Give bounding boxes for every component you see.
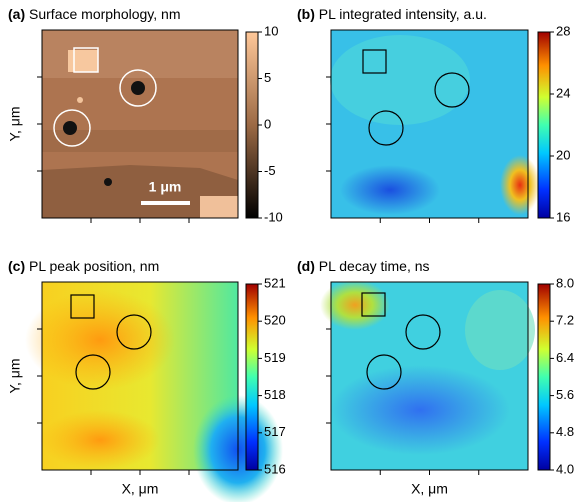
colorbar	[537, 31, 551, 219]
panel-label: (d)	[297, 258, 315, 274]
colorbar-tick-label: 520	[264, 313, 286, 328]
panel-title-text: PL peak position, nm	[29, 258, 159, 274]
colorbar-tick-label: 20	[556, 147, 570, 162]
colorbar	[245, 283, 259, 471]
panel-title-text: PL decay time, ns	[319, 258, 430, 274]
image-c	[25, 282, 283, 502]
panel-label: (c)	[8, 258, 25, 274]
colorbar	[245, 31, 259, 219]
panel-label: (a)	[8, 6, 25, 22]
image-b	[330, 30, 540, 218]
image-d	[320, 280, 535, 470]
colorbar-tick-label: 518	[264, 387, 286, 402]
colorbar-tick-label: 6.4	[556, 350, 574, 365]
colorbar-tick-label: 519	[264, 350, 286, 365]
colorbar-tick-label: -5	[264, 163, 276, 178]
colorbar-tick-label: 28	[556, 23, 570, 38]
panel-title: (d) PL decay time, ns	[297, 258, 430, 274]
panel-title-text: Surface morphology, nm	[29, 6, 180, 22]
y-axis-label: Y, μm	[7, 106, 23, 141]
colorbar-tick-label: -10	[264, 209, 283, 224]
panel-title-text: PL integrated intensity, a.u.	[319, 6, 487, 22]
colorbar-tick-label: 516	[264, 461, 286, 476]
y-axis-label: Y, μm	[7, 358, 23, 393]
panel-title: (c) PL peak position, nm	[8, 258, 159, 274]
colorbar	[537, 283, 551, 471]
colorbar-tick-label: 4.8	[556, 424, 574, 439]
colorbar-tick-label: 16	[556, 209, 570, 224]
colorbar-tick-label: 0	[264, 116, 271, 131]
panel-label: (b)	[297, 6, 315, 22]
x-axis-label: X, μm	[411, 481, 448, 497]
colorbar-tick-label: 5	[264, 70, 271, 85]
colorbar-tick-label: 10	[264, 23, 278, 38]
colorbar-tick-label: 4.0	[556, 461, 574, 476]
x-axis-label: X, μm	[122, 481, 159, 497]
colorbar-tick-label: 521	[264, 275, 286, 290]
colorbar-tick-label: 7.2	[556, 313, 574, 328]
panel-title: (b) PL integrated intensity, a.u.	[297, 6, 487, 22]
colorbar-tick-label: 8.0	[556, 275, 574, 290]
image-a	[42, 30, 238, 218]
colorbar-tick-label: 24	[556, 85, 570, 100]
colorbar-tick-label: 5.6	[556, 387, 574, 402]
panel-title: (a) Surface morphology, nm	[8, 6, 181, 22]
scale-bar-label: 1 μm	[149, 179, 182, 195]
colorbar-tick-label: 517	[264, 424, 286, 439]
